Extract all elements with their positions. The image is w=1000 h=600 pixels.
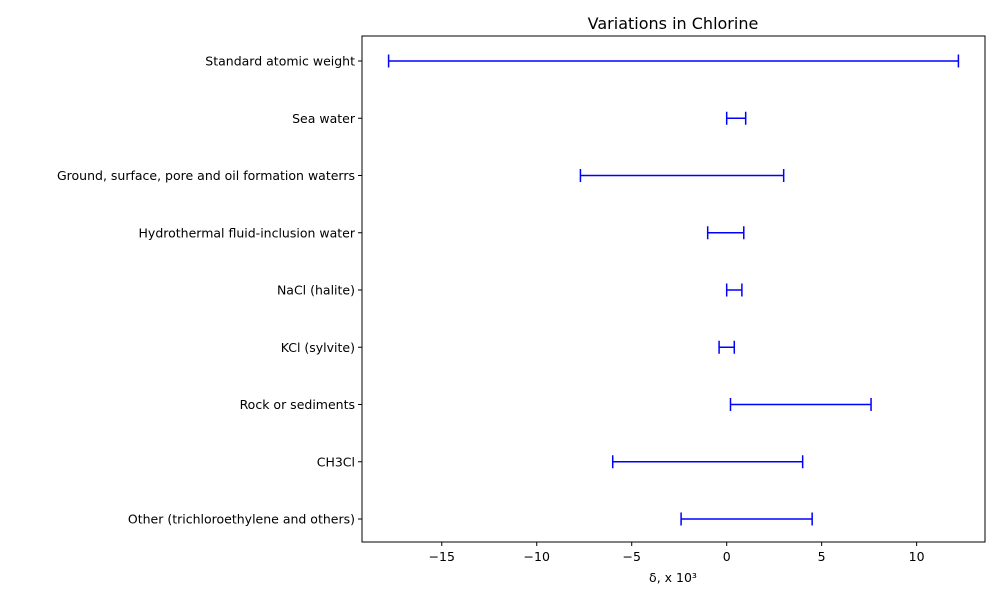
range-bar	[725, 283, 743, 297]
chart-title: Variations in Chlorine	[588, 14, 759, 33]
y-axis: Standard atomic weight Sea water Ground, s…	[57, 54, 362, 527]
range-bar	[387, 54, 960, 68]
range-series	[387, 54, 960, 526]
x-tick-label: −10	[524, 549, 550, 564]
x-axis: −15 −10 −5 0 5 10	[429, 542, 925, 564]
y-tick-label: NaCl (halite)	[277, 283, 355, 298]
range-bar	[706, 226, 745, 240]
y-tick-label: Rock or sediments	[240, 397, 355, 412]
x-tick-label: 10	[909, 549, 925, 564]
range-bar	[611, 455, 804, 469]
y-tick-label: Hydrothermal fluid-inclusion water	[139, 225, 356, 240]
y-tick-label: Standard atomic weight	[205, 54, 355, 69]
y-tick-label: Other (trichloroethylene and others)	[128, 512, 355, 527]
x-axis-label: δ, x 10³	[649, 570, 697, 585]
y-tick-label: Ground, surface, pore and oil formation …	[57, 168, 355, 183]
y-tick-label: CH3Cl	[317, 454, 355, 469]
x-tick-label: −15	[429, 549, 455, 564]
x-tick-label: 0	[723, 549, 731, 564]
range-bar	[680, 512, 813, 526]
range-bar	[718, 340, 736, 354]
range-bar	[725, 111, 747, 125]
x-tick-label: −5	[622, 549, 640, 564]
range-bar	[579, 169, 785, 182]
x-tick-label: 5	[818, 549, 826, 564]
y-tick-label: KCl (sylvite)	[281, 340, 355, 355]
plot-frame	[361, 35, 986, 543]
range-bar	[729, 398, 872, 411]
y-tick-label: Sea water	[292, 111, 356, 126]
